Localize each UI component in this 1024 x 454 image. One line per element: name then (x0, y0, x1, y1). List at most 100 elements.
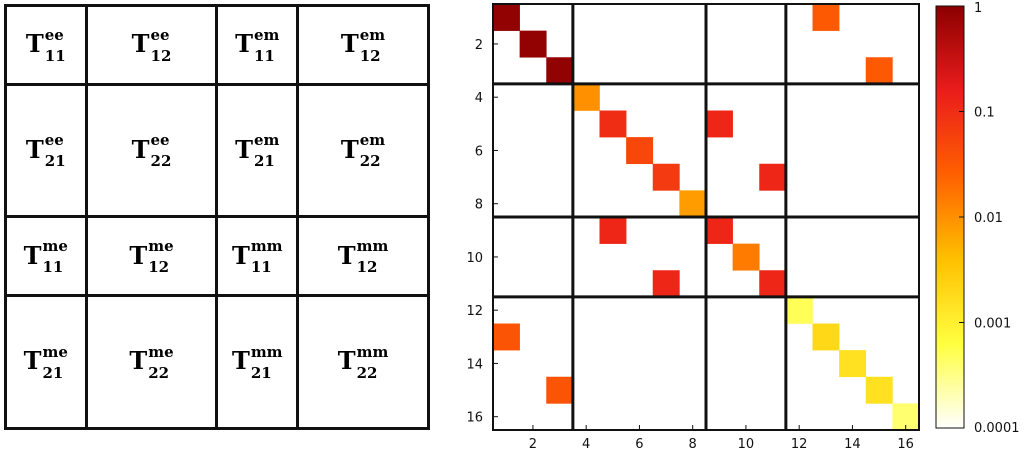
axis-ticks: 2 4 6 8 10 12 14 16 2 4 6 8 10 12 14 16 (466, 38, 914, 452)
block-superscript: em (359, 131, 386, 150)
y-tick-label: 10 (466, 251, 483, 266)
x-tick-label: 14 (844, 437, 861, 452)
block-superscript: em (359, 25, 386, 44)
block-superscript: ee (44, 25, 64, 44)
block-symbol-letter: T (23, 346, 42, 376)
y-tick-label: 14 (466, 357, 483, 372)
y-tick-label: 8 (475, 198, 483, 213)
colorbar-tick-label: 0.0001 (974, 421, 1020, 436)
block-subscript: 12 (150, 46, 172, 65)
heatmap-cell (572, 83, 600, 111)
x-tick-label: 2 (529, 437, 537, 452)
heatmap-cell (865, 376, 893, 404)
y-tick-label: 12 (466, 304, 483, 319)
y-tick-label: 16 (466, 411, 483, 426)
colorbar-tick-label: 0.01 (974, 211, 1003, 226)
block-superscript: mm (356, 237, 389, 255)
heatmap-cell (546, 57, 574, 85)
heatmap-cell (652, 163, 680, 191)
block-superscript: ee (150, 25, 170, 44)
block-superscript: ee (150, 131, 170, 150)
colorbar-tick-label: 0.1 (974, 106, 995, 121)
block-subscript: 11 (253, 46, 275, 65)
block-subscript: 21 (42, 363, 64, 382)
block-symbol-letter: T (231, 346, 250, 376)
block-symbol-letter: T (235, 29, 253, 59)
block-superscript: mm (356, 342, 389, 361)
x-tick-label: 6 (635, 437, 643, 452)
block-superscript: ee (44, 131, 64, 150)
block-superscript: me (148, 237, 174, 255)
heatmap-cell (812, 4, 840, 31)
x-tick-label: 10 (738, 437, 755, 452)
block-subscript: 12 (148, 258, 170, 276)
block-subscript: 21 (253, 152, 275, 171)
block-superscript: me (148, 342, 174, 361)
heatmap-cell (546, 376, 574, 404)
block-subscript: 12 (356, 258, 378, 276)
heatmap-cell (679, 190, 707, 218)
heatmap-cell (493, 4, 520, 31)
block-symbol-letter: T (25, 29, 44, 59)
y-tick-label: 6 (475, 144, 483, 159)
block-symbol-letter: T (131, 29, 150, 59)
heatmap-cell (706, 110, 733, 138)
block-symbol-letter: T (23, 240, 42, 270)
heatmap-cell (759, 270, 787, 298)
x-tick-label: 8 (689, 437, 697, 452)
x-tick-label: 4 (582, 437, 590, 452)
block-subscript: 11 (250, 258, 272, 276)
block-symbol-letter: T (235, 134, 253, 164)
heatmap-cell (519, 30, 547, 58)
x-tick-label: 12 (791, 437, 808, 452)
block-superscript: mm (250, 237, 283, 255)
block-superscript: me (42, 237, 68, 255)
y-tick-label: 2 (475, 38, 483, 53)
x-tick-label: 16 (897, 437, 914, 452)
colorbar-tick-label: 1 (974, 1, 982, 16)
block-symbol-letter: T (337, 346, 356, 376)
block-subscript: 21 (44, 152, 66, 171)
block-symbol-letter: T (131, 134, 150, 164)
block-subscript: 22 (359, 152, 381, 171)
block-superscript: me (42, 342, 68, 361)
block-subscript: 22 (148, 363, 170, 382)
heatmap-cell (652, 270, 680, 298)
block-symbol-letter: T (231, 240, 250, 270)
block-superscript: em (253, 25, 280, 44)
block-superscript: em (253, 131, 280, 150)
heatmap-cell (865, 57, 893, 85)
block-subscript: 12 (359, 46, 381, 65)
colorbar-tick-label: 0.001 (974, 317, 1011, 332)
